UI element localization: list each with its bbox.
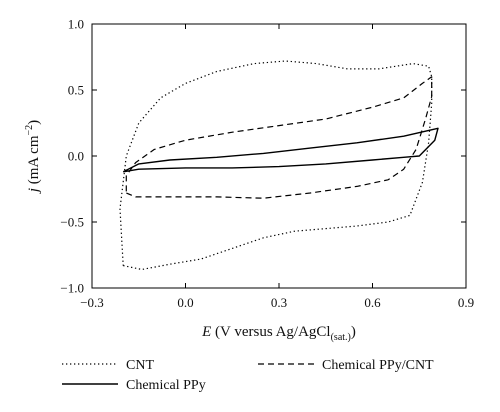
axis-ticks: −0.3 0.0 0.3 0.6 0.9 −1.0 −0.5 0.0 0.5 1.0 <box>60 17 474 311</box>
y-tick-label: −0.5 <box>60 215 84 230</box>
y-axis-tail: ) <box>26 120 42 125</box>
y-axis-symbol: j <box>26 188 42 194</box>
y-axis-superscript: −2 <box>24 125 35 136</box>
series-line-chemical-ppy <box>122 127 439 173</box>
y-tick-label: −1.0 <box>60 281 84 296</box>
x-axis-label: E (V versus Ag/AgCl(sat.)) <box>201 324 356 343</box>
legend-label-cnt: CNT <box>126 358 154 373</box>
y-tick-label: 1.0 <box>68 17 84 32</box>
legend-label-ppy: Chemical PPy <box>126 378 206 393</box>
x-tick-label: 0.9 <box>458 295 474 310</box>
x-axis-tail: ) <box>351 324 356 340</box>
x-tick-label: 0.0 <box>177 295 193 310</box>
series-line-chemical-ppy-cnt <box>125 76 433 199</box>
series-line-cnt <box>119 60 433 271</box>
y-axis-text: (mA cm <box>26 135 42 188</box>
x-tick-label: 0.6 <box>364 295 381 310</box>
x-tick-label: 0.3 <box>271 295 287 310</box>
x-axis-text: (V versus Ag/AgCl <box>211 324 330 340</box>
legend: CNT Chemical PPy/CNT Chemical PPy <box>62 358 434 393</box>
y-axis-label: j (mA cm−2) <box>24 120 42 194</box>
series-group <box>119 60 439 271</box>
y-tick-label: 0.0 <box>68 149 84 164</box>
y-tick-label: 0.5 <box>68 83 84 98</box>
x-tick-label: −0.3 <box>80 295 104 310</box>
x-axis-subscript: (sat.) <box>331 332 351 343</box>
x-axis-symbol: E <box>201 324 211 340</box>
legend-label-ppy-cnt: Chemical PPy/CNT <box>322 358 434 373</box>
